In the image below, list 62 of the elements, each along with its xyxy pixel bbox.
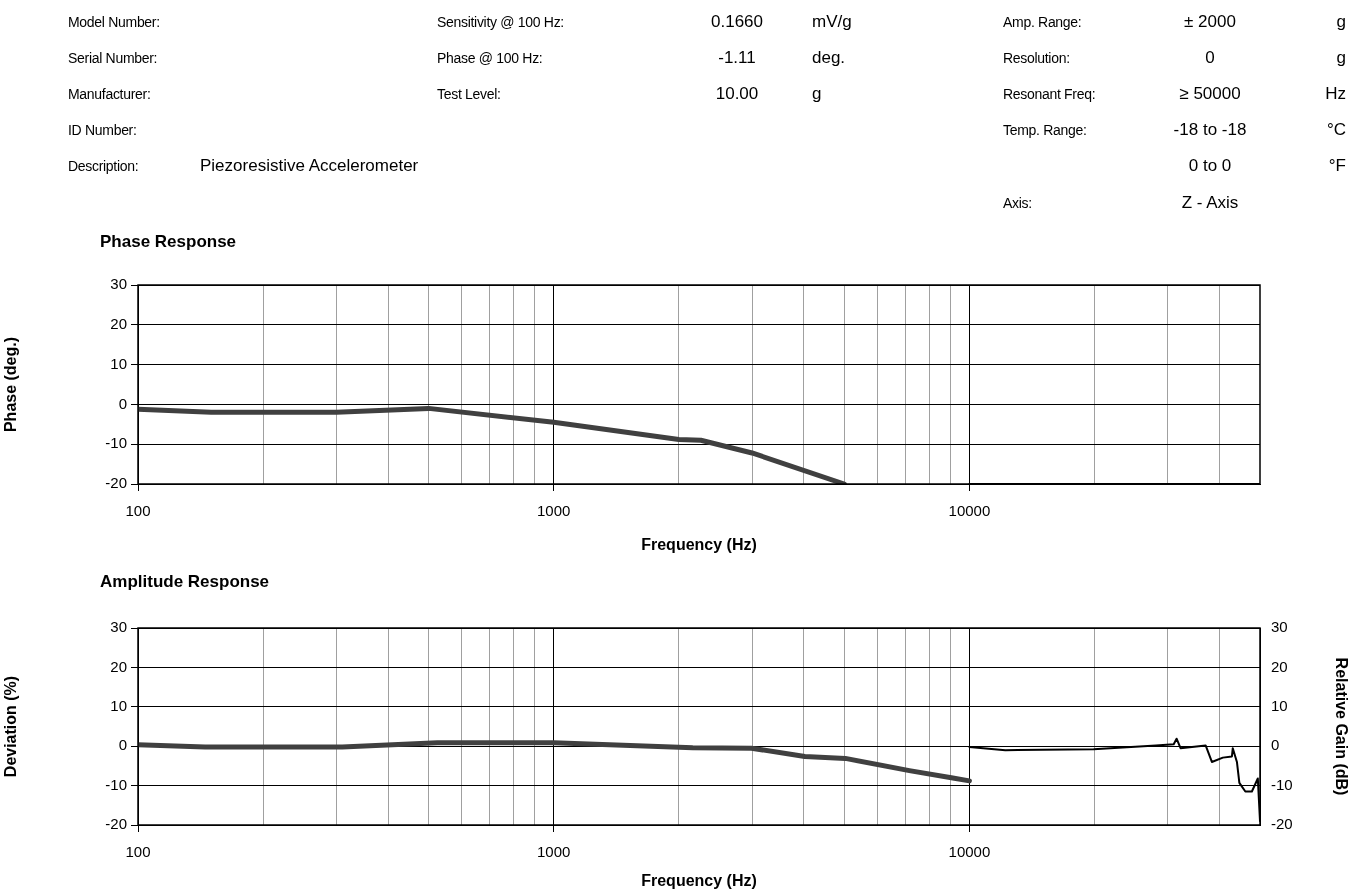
chart-title: Amplitude Response: [100, 572, 270, 592]
text: ± 2000: [1184, 12, 1236, 32]
text: Resolution:: [1003, 50, 1070, 66]
text: Axis:: [1003, 195, 1032, 211]
x-tick-label: 10000: [948, 502, 991, 520]
text: Piezoresistive Accelerometer: [200, 156, 419, 176]
y2-tick-label: 0: [1271, 736, 1280, 754]
x-tick-label: 10000: [948, 843, 991, 861]
text: Z - Axis: [1181, 193, 1239, 213]
text: Serial Number:: [68, 50, 158, 66]
text: 0: [1205, 48, 1215, 68]
text: °C: [1326, 120, 1346, 140]
text: g: [812, 84, 822, 104]
y-tick-label: -20: [105, 815, 127, 833]
x-tick-label: 1000: [537, 502, 571, 520]
text: -1.11: [718, 48, 756, 68]
x-tick-label: 1000: [537, 843, 571, 861]
text: -18 to -18: [1173, 120, 1247, 140]
text: Phase @ 100 Hz:: [437, 50, 543, 66]
text: Resonant Freq:: [1003, 86, 1096, 102]
y-tick-label: 30: [110, 618, 127, 636]
y2-tick-label: -10: [1271, 775, 1293, 793]
text: ID Number:: [68, 122, 137, 138]
y-axis-title: Deviation (%): [2, 675, 20, 778]
text: ≥ 50000: [1179, 84, 1241, 104]
y2-tick-label: 30: [1271, 618, 1288, 636]
y-tick-label: 10: [110, 354, 127, 372]
y-tick-label: -20: [105, 474, 127, 492]
text: g: [1336, 48, 1346, 68]
text: g: [1336, 12, 1346, 32]
y-tick-label: -10: [105, 775, 127, 793]
y-tick-label: 20: [110, 314, 127, 332]
x-axis-title: Frequency (Hz): [641, 535, 757, 553]
text: mV/g: [812, 12, 852, 32]
y-tick-label: 0: [118, 736, 127, 754]
text: Model Number:: [68, 14, 160, 30]
text: deg.: [812, 48, 846, 68]
y-tick-label: -10: [105, 434, 127, 452]
text: 10.00: [715, 84, 759, 104]
x-tick-label: 100: [125, 843, 151, 861]
y2-axis-title: Relative Gain (dB): [1332, 657, 1350, 796]
text: Manufacturer:: [68, 86, 151, 102]
text: 0 to 0: [1188, 156, 1232, 176]
y-tick-label: 0: [118, 394, 127, 412]
text: Sensitivity @ 100 Hz:: [437, 14, 564, 30]
text: Temp. Range:: [1003, 122, 1087, 138]
text: Hz: [1325, 84, 1346, 104]
text: Description:: [68, 158, 139, 174]
chart-title: Phase Response: [100, 232, 237, 252]
text: °F: [1328, 156, 1346, 176]
y2-tick-label: 20: [1271, 657, 1288, 675]
text: Amp. Range:: [1003, 14, 1082, 30]
x-axis-title: Frequency (Hz): [641, 871, 757, 889]
y-tick-label: 10: [110, 696, 127, 714]
y2-tick-label: 10: [1271, 696, 1288, 714]
y2-tick-label: -20: [1271, 815, 1293, 833]
text: Test Level:: [437, 86, 501, 102]
y-tick-label: 20: [110, 657, 127, 675]
x-tick-label: 100: [125, 502, 151, 520]
text: 0.1660: [711, 12, 763, 32]
y-axis-title: Phase (deg.): [2, 336, 20, 433]
y-tick-label: 30: [110, 275, 127, 293]
